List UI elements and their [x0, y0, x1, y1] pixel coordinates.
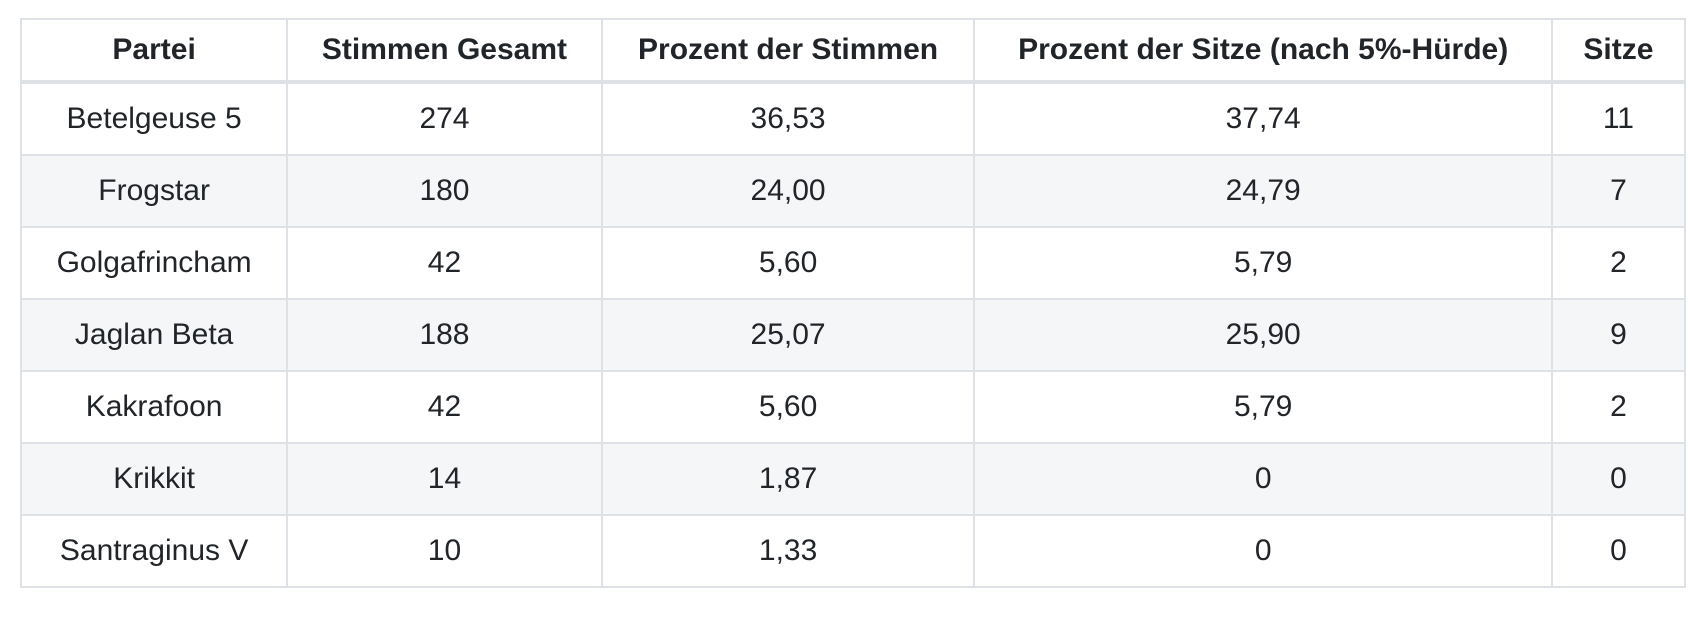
value-cell: 5,79 — [973, 370, 1553, 444]
value-cell: 36,53 — [600, 81, 976, 156]
party-name-cell: Jaglan Beta — [19, 298, 289, 372]
value-cell: 10 — [286, 514, 603, 588]
party-name-cell: Frogstar — [19, 154, 289, 228]
table-row-betelgeuse-5: Betelgeuse 5 274 36,53 37,74 11 — [19, 81, 1687, 156]
party-name-cell: Golgafrincham — [19, 226, 289, 300]
table-row-golgafrincham: Golgafrincham 42 5,60 5,79 2 — [19, 226, 1687, 300]
value-cell: 0 — [973, 514, 1553, 588]
value-cell: 5,60 — [600, 370, 976, 444]
header-row: Partei Stimmen Gesamt Prozent der Stimmen P… — [19, 18, 1687, 84]
value-cell: 180 — [286, 154, 603, 228]
column-header-prozent-der-stimmen: Prozent der Stimmen — [600, 18, 976, 84]
table-row-santraginus-v: Santraginus V 10 1,33 0 0 — [19, 514, 1687, 588]
value-cell: 2 — [1550, 226, 1687, 300]
table-row-krikkit: Krikkit 14 1,87 0 0 — [19, 442, 1687, 516]
value-cell: 7 — [1550, 154, 1687, 228]
table-row-jaglan-beta: Jaglan Beta 188 25,07 25,90 9 — [19, 298, 1687, 372]
value-cell: 5,60 — [600, 226, 976, 300]
party-name-cell: Betelgeuse 5 — [19, 81, 289, 156]
table-row-kakrafoon: Kakrafoon 42 5,60 5,79 2 — [19, 370, 1687, 444]
table-row-frogstar: Frogstar 180 24,00 24,79 7 — [19, 154, 1687, 228]
column-header-prozent-der-sitze-nach-5-h-rde: Prozent der Sitze (nach 5%-Hürde) — [973, 18, 1553, 84]
election-results-table: Partei Stimmen Gesamt Prozent der Stimmen P… — [19, 18, 1687, 588]
value-cell: 11 — [1550, 81, 1687, 156]
value-cell: 42 — [286, 226, 603, 300]
value-cell: 24,00 — [600, 154, 976, 228]
value-cell: 14 — [286, 442, 603, 516]
party-name-cell: Kakrafoon — [19, 370, 289, 444]
column-header-sitze: Sitze — [1550, 18, 1687, 84]
value-cell: 5,79 — [973, 226, 1553, 300]
value-cell: 25,07 — [600, 298, 976, 372]
value-cell: 1,87 — [600, 442, 976, 516]
value-cell: 0 — [1550, 514, 1687, 588]
table-body: Betelgeuse 5 274 36,53 37,74 11 Frogstar 180 24… — [19, 81, 1687, 588]
value-cell: 24,79 — [973, 154, 1553, 228]
party-name-cell: Krikkit — [19, 442, 289, 516]
value-cell: 1,33 — [600, 514, 976, 588]
value-cell: 188 — [286, 298, 603, 372]
value-cell: 25,90 — [973, 298, 1553, 372]
value-cell: 0 — [973, 442, 1553, 516]
value-cell: 274 — [286, 81, 603, 156]
value-cell: 37,74 — [973, 81, 1553, 156]
column-header-stimmen-gesamt: Stimmen Gesamt — [286, 18, 603, 84]
value-cell: 42 — [286, 370, 603, 444]
value-cell: 9 — [1550, 298, 1687, 372]
value-cell: 0 — [1550, 442, 1687, 516]
party-name-cell: Santraginus V — [19, 514, 289, 588]
table-header: Partei Stimmen Gesamt Prozent der Stimmen P… — [19, 18, 1687, 84]
column-header-partei: Partei — [19, 18, 289, 84]
value-cell: 2 — [1550, 370, 1687, 444]
